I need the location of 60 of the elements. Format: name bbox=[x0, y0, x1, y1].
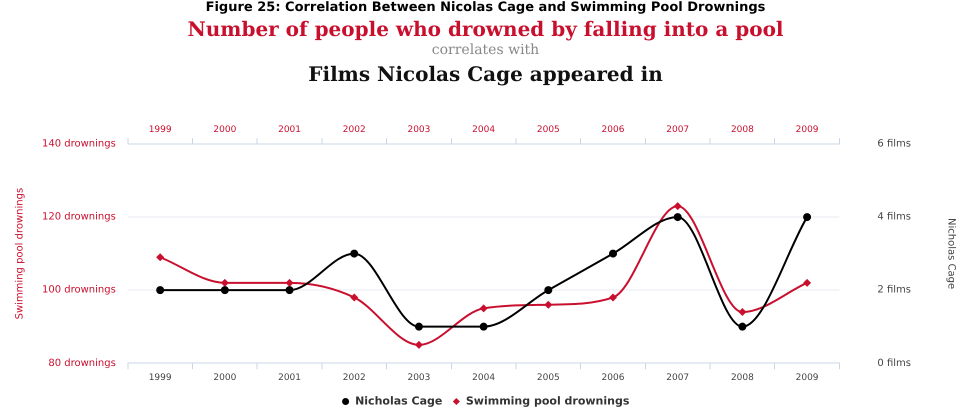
x-tick-label: 2004 bbox=[472, 124, 496, 135]
x-tick-label: 2006 bbox=[602, 124, 625, 135]
point bbox=[156, 253, 164, 262]
y-tick-label: 100 drownings bbox=[42, 284, 116, 296]
y-tick-label: 80 drownings bbox=[48, 358, 116, 369]
category-label: 2004 bbox=[472, 372, 496, 383]
point bbox=[803, 278, 812, 287]
point bbox=[414, 340, 423, 349]
category-label: 2006 bbox=[602, 372, 624, 383]
point bbox=[220, 278, 229, 287]
point bbox=[544, 286, 552, 294]
y2-tick-label: 0 films bbox=[877, 358, 912, 369]
point bbox=[674, 202, 682, 210]
category-label: 2009 bbox=[796, 372, 819, 383]
caption: Figure 25: Correlation Between Nicolas Cage and Swimming Pool Drownings bbox=[204, 0, 766, 15]
point bbox=[738, 308, 746, 316]
chart-title: Number of people who drowned by falling into a pool bbox=[186, 17, 785, 41]
point bbox=[544, 300, 552, 309]
x-tick-label: 2005 bbox=[536, 124, 560, 135]
x-tick-label: 2000 bbox=[213, 124, 237, 135]
point bbox=[414, 322, 423, 331]
category-label: 1999 bbox=[148, 372, 172, 383]
legend-label: Nicholas Cage bbox=[355, 394, 442, 408]
point bbox=[738, 322, 746, 331]
chart-subtitle: Films Nicolas Cage appeared in bbox=[307, 62, 664, 86]
x-tick-label: 2009 bbox=[796, 124, 819, 135]
category-label: 2000 bbox=[213, 372, 236, 383]
text: correlates with bbox=[430, 42, 540, 58]
x-tick-label: 1999 bbox=[148, 124, 172, 135]
point bbox=[350, 293, 358, 302]
point bbox=[609, 250, 618, 258]
y2-tick-label: 4 films bbox=[877, 212, 912, 223]
y-tick-label: 140 drownings bbox=[42, 138, 116, 150]
point bbox=[220, 286, 229, 294]
y2-tick-label: 2 films bbox=[877, 284, 912, 296]
point bbox=[803, 213, 812, 222]
category-label: 2001 bbox=[278, 372, 301, 383]
legend-label: Swimming pool drownings bbox=[466, 394, 630, 408]
category-label: 2008 bbox=[730, 372, 754, 383]
y-axis-title: Swimming pool drownings bbox=[14, 188, 26, 320]
x-tick-label: 2003 bbox=[407, 124, 430, 135]
point bbox=[286, 278, 294, 287]
point bbox=[609, 293, 618, 302]
y-tick-label: 120 drownings bbox=[42, 212, 116, 223]
y2-tick-label: 6 films bbox=[877, 138, 912, 150]
point bbox=[480, 304, 488, 312]
point bbox=[480, 322, 488, 331]
point bbox=[674, 213, 682, 222]
x-tick-label: 2002 bbox=[342, 124, 366, 135]
x-tick-label: 2007 bbox=[666, 124, 690, 135]
x-tick-label: 2008 bbox=[730, 124, 754, 135]
category-label: 2007 bbox=[666, 372, 690, 383]
point bbox=[156, 286, 164, 294]
category-label: 2002 bbox=[342, 372, 366, 383]
point bbox=[350, 250, 358, 258]
x-tick-label: 2001 bbox=[278, 124, 301, 135]
point bbox=[286, 286, 294, 294]
category-label: 2003 bbox=[407, 372, 430, 383]
y2-axis-title: Nicholas Cage bbox=[945, 218, 956, 290]
category-label: 2005 bbox=[536, 372, 560, 383]
